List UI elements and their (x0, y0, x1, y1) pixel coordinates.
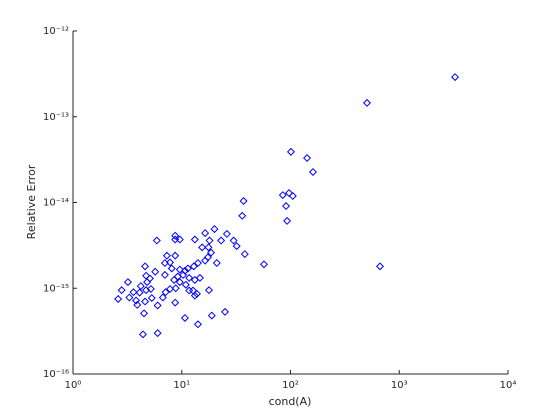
point (160, 270, 169, 279)
point (170, 275, 179, 284)
point (451, 73, 460, 82)
point (175, 265, 184, 274)
x-tick-label: 10⁰ (65, 380, 82, 391)
point (204, 286, 213, 295)
point (210, 225, 219, 234)
point (136, 282, 145, 291)
y-tick-label: 10⁻¹² (43, 26, 69, 37)
point (135, 288, 144, 297)
point (288, 192, 297, 201)
point (283, 216, 292, 225)
point (125, 293, 134, 302)
point (185, 273, 194, 282)
point (162, 251, 171, 260)
point (232, 242, 241, 251)
point (158, 293, 167, 302)
x-tick-label: 10² (282, 380, 299, 391)
y-tick-label: 10⁻¹³ (43, 112, 69, 123)
point (166, 258, 175, 267)
point (171, 251, 180, 260)
point (138, 330, 147, 339)
point (153, 329, 162, 338)
point (175, 278, 184, 287)
point (175, 235, 184, 244)
point (205, 236, 214, 245)
point (203, 253, 212, 262)
point (181, 280, 190, 289)
point (146, 284, 155, 294)
point (152, 236, 161, 245)
point (238, 211, 247, 220)
x-tick-label: 10³ (391, 380, 408, 391)
point (193, 320, 202, 329)
point (147, 293, 156, 302)
point (286, 147, 295, 156)
y-tick-label: 10⁻¹⁶ (43, 369, 69, 380)
point (179, 270, 188, 279)
point (282, 202, 291, 211)
point (217, 236, 226, 245)
y-tick-label: 10⁻¹⁴ (43, 198, 69, 209)
point (161, 288, 170, 297)
point (207, 248, 216, 257)
point (117, 286, 126, 295)
point (153, 301, 162, 310)
point (189, 262, 198, 271)
point (221, 307, 230, 316)
point (133, 300, 142, 309)
point (193, 258, 202, 268)
point (171, 231, 180, 240)
point (375, 262, 384, 271)
point (308, 167, 317, 176)
point (171, 298, 180, 307)
point (123, 278, 132, 287)
point (195, 273, 204, 282)
point (212, 258, 221, 268)
point (180, 313, 189, 322)
x-tick-label: 10¹ (173, 380, 190, 391)
point (141, 262, 150, 271)
x-tick-label: 10⁴ (500, 380, 517, 391)
y-tick-label: 10⁻¹⁵ (43, 283, 69, 294)
point (362, 98, 371, 107)
point (140, 309, 149, 318)
x-axis-label: cond(A) (269, 395, 312, 408)
point (171, 284, 180, 293)
point (285, 189, 294, 198)
point (190, 235, 199, 244)
point (229, 236, 238, 245)
point (132, 296, 141, 305)
point (207, 311, 216, 320)
point (198, 243, 207, 252)
point (240, 250, 249, 259)
point (114, 294, 123, 303)
point (167, 264, 176, 273)
point (166, 284, 175, 294)
point (183, 264, 192, 273)
point (303, 154, 312, 163)
point (129, 288, 138, 297)
point (201, 229, 210, 238)
point (259, 260, 268, 269)
point (151, 267, 160, 276)
point (190, 291, 199, 300)
point (141, 297, 150, 306)
y-axis-label: Relative Error (25, 164, 38, 239)
point (278, 191, 287, 200)
point (222, 229, 231, 238)
point (204, 243, 213, 252)
point (145, 274, 154, 283)
point (239, 197, 248, 206)
point (142, 271, 151, 280)
